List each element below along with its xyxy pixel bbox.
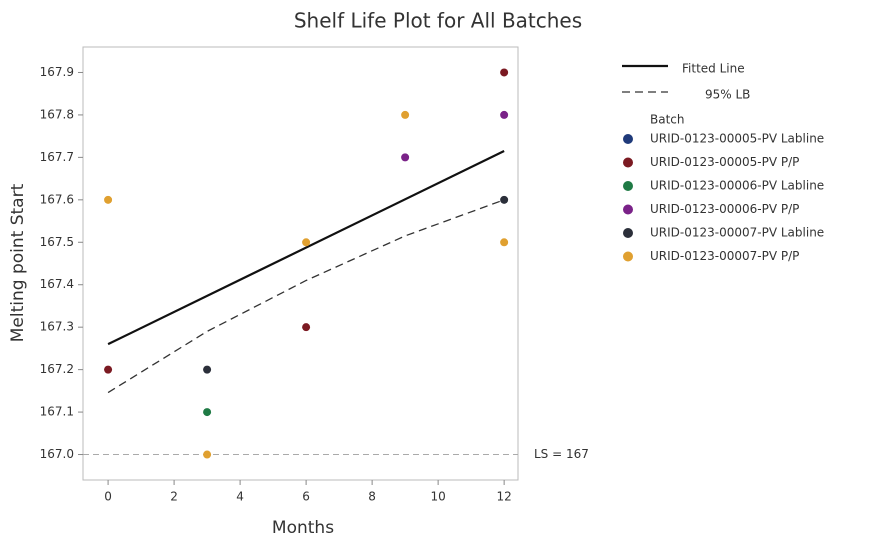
point: [500, 238, 509, 247]
y-tick-label: 167.0: [40, 447, 74, 461]
x-tick-label: 2: [170, 490, 178, 504]
x-tick-label: 0: [104, 490, 112, 504]
point: [302, 323, 311, 332]
point: [104, 365, 113, 374]
y-tick-label: 167.8: [40, 107, 74, 121]
legend-label: URID-0123-00007-PV Labline: [650, 226, 824, 240]
y-tick-label: 167.5: [40, 235, 74, 249]
chart-title: Shelf Life Plot for All Batches: [294, 9, 582, 33]
point: [500, 68, 509, 77]
legend-label: URID-0123-00005-PV Labline: [650, 132, 824, 146]
point: [203, 408, 212, 417]
point: [104, 195, 113, 204]
point: [302, 238, 311, 247]
x-tick-label: 10: [430, 490, 445, 504]
legend-title: Batch: [650, 113, 685, 127]
point: [500, 195, 509, 204]
legend-marker: [623, 134, 633, 144]
legend-label: URID-0123-00006-PV Labline: [650, 179, 824, 193]
legend-label: Fitted Line: [682, 62, 745, 76]
point: [203, 365, 212, 374]
point: [203, 450, 212, 459]
legend-marker: [623, 204, 633, 215]
legend-marker: [623, 228, 633, 238]
y-tick-label: 167.6: [40, 192, 74, 206]
x-tick-label: 4: [236, 490, 244, 504]
y-tick-label: 167.3: [40, 320, 74, 334]
x-tick-label: 6: [302, 490, 310, 504]
line-series: [107, 150, 505, 346]
point: [500, 110, 509, 119]
plot-frame: [82, 46, 519, 481]
point: [401, 110, 410, 119]
x-axis-label: Months: [272, 518, 334, 538]
legend-marker: [623, 157, 633, 168]
legend-label: URID-0123-00006-PV P/P: [650, 202, 799, 216]
y-tick-label: 167.7: [40, 150, 74, 164]
x-tick-label: 12: [496, 490, 511, 504]
y-tick-label: 167.1: [40, 405, 74, 419]
y-tick-label: 167.9: [40, 65, 74, 79]
x-tick-label: 8: [368, 490, 376, 504]
legend-marker: [623, 251, 633, 262]
line-series: [107, 199, 505, 394]
reference-label: LS = 167: [534, 447, 589, 461]
legend-label: 95% LB: [705, 88, 750, 102]
legend-marker: [623, 181, 633, 191]
point: [401, 153, 410, 162]
y-axis-label: Melting point Start: [8, 183, 28, 342]
y-tick-label: 167.4: [40, 277, 74, 291]
y-tick-label: 167.2: [40, 362, 74, 376]
legend-label: URID-0123-00007-PV P/P: [650, 249, 799, 263]
legend-label: URID-0123-00005-PV P/P: [650, 155, 799, 169]
